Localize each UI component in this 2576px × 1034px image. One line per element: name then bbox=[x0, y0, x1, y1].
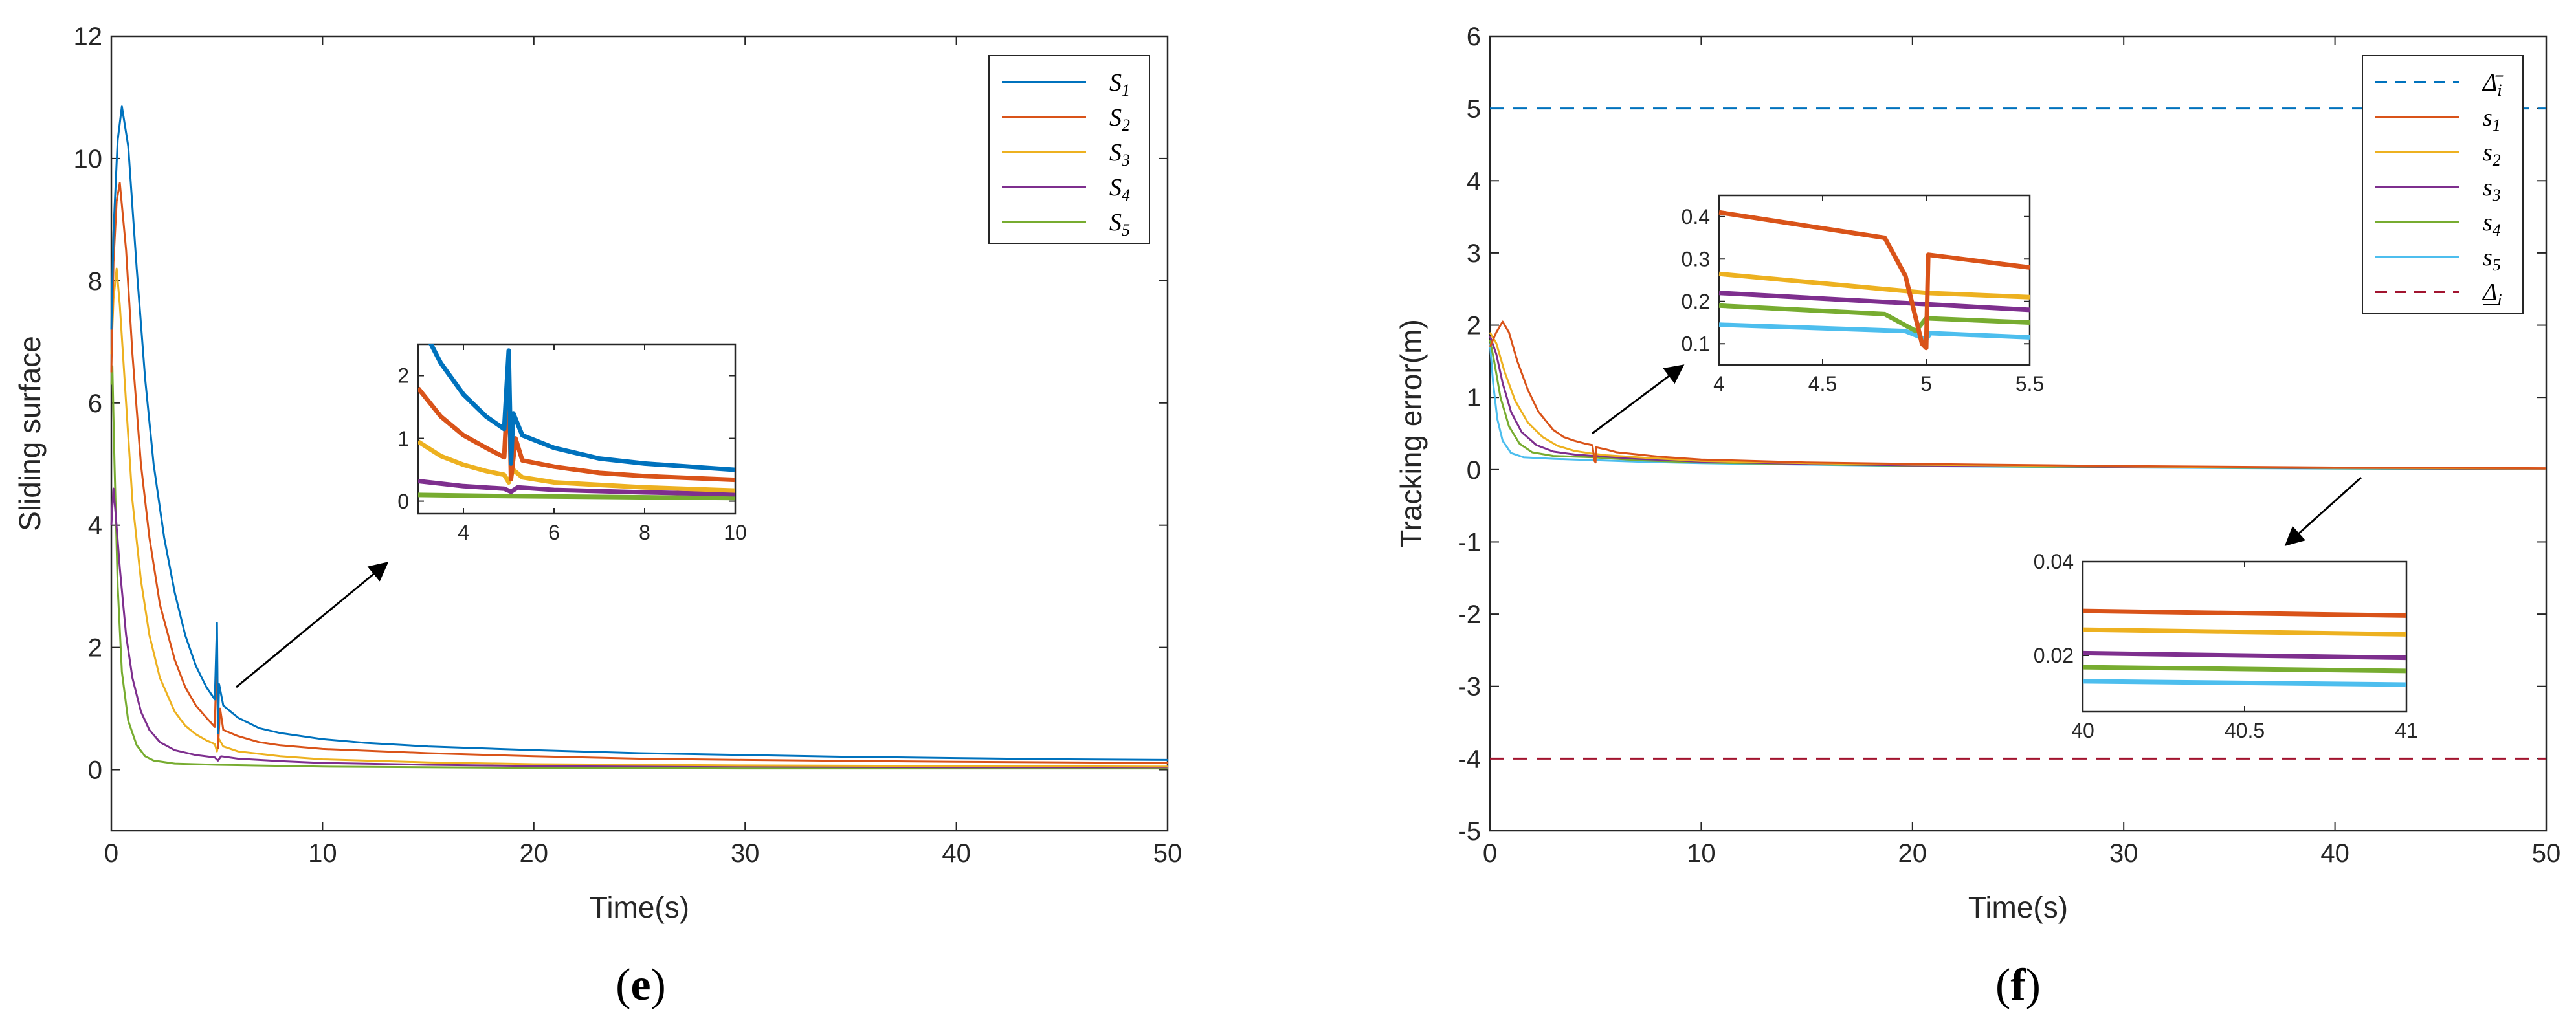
f-inset2-axes-box bbox=[2082, 560, 2408, 713]
e-ytick-label: 12 bbox=[74, 23, 103, 51]
e-xtick-label: 30 bbox=[731, 839, 760, 868]
f-inset1-xtick-label: 4 bbox=[1713, 372, 1725, 395]
f-inset2-series-4 bbox=[2082, 665, 2407, 674]
f-legend-label-6: s5 bbox=[2483, 244, 2501, 274]
e-ytick-label: 0 bbox=[88, 756, 102, 785]
f-inset1-series-4 bbox=[1718, 303, 2030, 334]
f-inset1-ytick-label: 0.1 bbox=[1682, 332, 1710, 355]
e-xtick-label: 20 bbox=[520, 839, 549, 868]
e-inset-ytick-label: 2 bbox=[397, 364, 409, 388]
e-inset-xtick-label: 6 bbox=[548, 521, 560, 544]
f-ytick-label: 2 bbox=[1467, 312, 1481, 340]
e-ytick-label: 8 bbox=[88, 267, 102, 296]
e-zoom-arrow bbox=[236, 562, 389, 688]
f-ytick-label: 3 bbox=[1467, 239, 1481, 268]
f-legend-label-1: Δ̄i bbox=[2482, 69, 2504, 100]
e-inset-series-S5 bbox=[418, 492, 735, 501]
f-inset2-xtick-label: 40.5 bbox=[2225, 719, 2265, 742]
e-legend-label-1: S1 bbox=[1109, 69, 1130, 100]
f-inset2-series-3 bbox=[2082, 650, 2407, 661]
e-legend-box bbox=[988, 55, 1150, 244]
f-legend-label-3: s2 bbox=[2483, 139, 2501, 170]
f-inset1-xtick-label: 5 bbox=[1920, 372, 1932, 395]
f-ytick-label: 5 bbox=[1467, 95, 1481, 124]
f-ytick-label: 0 bbox=[1467, 456, 1481, 485]
f-ytick-label: 4 bbox=[1467, 167, 1481, 195]
f-ytick-label: -3 bbox=[1458, 673, 1481, 701]
e-ytick-label: 4 bbox=[88, 512, 102, 540]
f-zoom-arrow-1 bbox=[1592, 364, 1685, 435]
f-legend-box bbox=[2362, 55, 2524, 314]
f-xtick-label: 10 bbox=[1687, 839, 1716, 868]
e-inset-ytick-label: 1 bbox=[397, 427, 409, 450]
f-inset2-xtick-label: 41 bbox=[2395, 719, 2418, 742]
e-ylabel: Sliding surface bbox=[13, 336, 47, 531]
e-inset-series-S4 bbox=[418, 479, 735, 497]
panel-e-caption: (e) bbox=[616, 960, 666, 1010]
e-series-S3 bbox=[110, 267, 1168, 768]
e-xtick-label: 0 bbox=[104, 839, 118, 868]
f-inset1-ytick-label: 0.3 bbox=[1682, 247, 1710, 270]
f-inset2-series-2 bbox=[2082, 627, 2407, 637]
panel-f-chart: 0 10 20 30 40 50 -5 -4 -3 -2 -1 0 1 2 3 4 5 6 Time(s) Track… bbox=[1394, 23, 2560, 924]
f-xlabel: Time(s) bbox=[1968, 890, 2068, 924]
f-inset2-ytick-label: 0.02 bbox=[2034, 644, 2074, 667]
f-inset1-ytick-label: 0.4 bbox=[1682, 205, 1710, 228]
e-ytick-label: 10 bbox=[74, 145, 103, 173]
panel-f-caption: (f) bbox=[1995, 960, 2041, 1010]
f-inset2-series-5 bbox=[2082, 679, 2407, 687]
f-inset2-xtick-label: 40 bbox=[2071, 719, 2094, 742]
e-inset-series-S2 bbox=[418, 367, 735, 483]
e-legend-label-4: S4 bbox=[1109, 174, 1130, 204]
f-xtick-label: 20 bbox=[1898, 839, 1927, 868]
f-inset2-ytick-label: 0.04 bbox=[2034, 550, 2074, 573]
f-inset2-series-1 bbox=[2082, 608, 2407, 618]
f-xtick-label: 50 bbox=[2532, 839, 2561, 868]
f-xtick-label: 0 bbox=[1483, 839, 1497, 868]
e-ytick-label: 6 bbox=[88, 390, 102, 418]
f-zoom-arrow-2 bbox=[2284, 476, 2362, 547]
e-legend-label-2: S2 bbox=[1109, 104, 1130, 135]
e-inset-xtick-label: 10 bbox=[724, 521, 747, 544]
f-inset1-ytick-label: 0.2 bbox=[1682, 290, 1710, 313]
f-ytick-label: -2 bbox=[1458, 600, 1481, 629]
f-ytick-label: -1 bbox=[1458, 528, 1481, 556]
f-xtick-label: 40 bbox=[2320, 839, 2349, 868]
f-inset1-xtick-label: 4.5 bbox=[1808, 372, 1837, 395]
e-xtick-label: 40 bbox=[942, 839, 971, 868]
f-legend-label-7: Δi bbox=[2482, 279, 2502, 309]
e-xtick-label: 50 bbox=[1153, 839, 1183, 868]
f-ytick-label: 6 bbox=[1467, 23, 1481, 51]
e-legend-label-3: S3 bbox=[1109, 139, 1130, 170]
f-legend-label-4: s3 bbox=[2483, 174, 2501, 204]
f-ylabel: Tracking error(m) bbox=[1394, 319, 1428, 548]
f-ytick-label: 1 bbox=[1467, 384, 1481, 412]
f-legend-label-5: s4 bbox=[2483, 209, 2501, 239]
e-xtick-label: 10 bbox=[308, 839, 337, 868]
e-inset-xtick-label: 4 bbox=[458, 521, 469, 544]
e-xlabel: Time(s) bbox=[590, 890, 689, 924]
e-series-S4 bbox=[110, 487, 1168, 769]
f-ytick-label: -5 bbox=[1458, 817, 1481, 846]
f-inset1-xtick-label: 5.5 bbox=[2015, 372, 2044, 395]
f-xtick-label: 30 bbox=[2109, 839, 2138, 868]
f-legend-label-2: s1 bbox=[2483, 104, 2501, 135]
f-inset1-series-3 bbox=[1718, 291, 2030, 313]
e-ytick-label: 2 bbox=[88, 634, 102, 663]
e-inset-xtick-label: 8 bbox=[639, 521, 650, 544]
f-inset1-series-1 bbox=[1718, 210, 2030, 351]
e-inset-series bbox=[418, 344, 735, 501]
f-series-s1 bbox=[1489, 320, 2547, 470]
e-inset-series-S1 bbox=[428, 344, 735, 472]
e-series-S1 bbox=[110, 105, 1168, 761]
e-legend-label-5: S5 bbox=[1109, 209, 1130, 239]
e-inset-series-S3 bbox=[418, 439, 735, 493]
e-inset-ytick-label: 0 bbox=[397, 490, 409, 513]
f-ytick-label: -4 bbox=[1458, 745, 1481, 773]
